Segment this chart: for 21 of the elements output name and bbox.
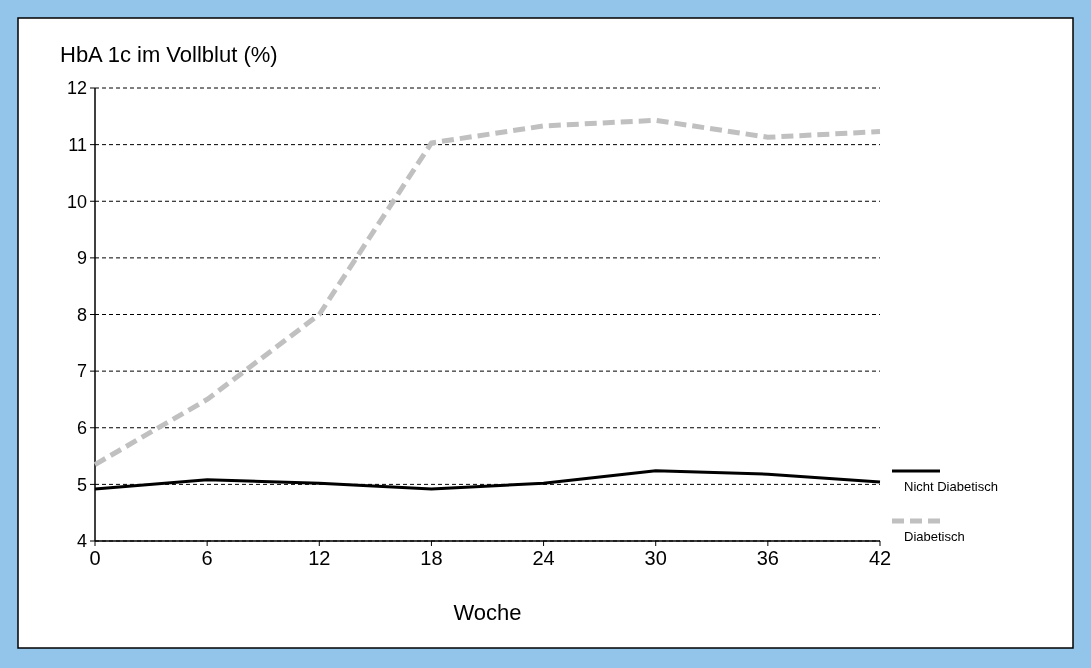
x-tick-label: 42 (868, 547, 892, 569)
y-tick-label: 5 (76, 474, 87, 495)
y-tick-label: 11 (68, 134, 87, 155)
x-tick-label: 36 (756, 547, 779, 569)
y-tick-label: 10 (66, 191, 87, 212)
x-tick-label: 12 (308, 547, 331, 569)
x-tick-label: 24 (532, 547, 555, 569)
y-tick-label: 12 (66, 78, 87, 99)
x-tick-label: 0 (89, 547, 101, 569)
y-tick-label: 9 (76, 248, 87, 269)
x-axis-title: Woche (453, 600, 522, 625)
y-axis-title: HbA 1c im Vollblut (%) (60, 42, 278, 67)
y-tick-label: 6 (76, 418, 87, 439)
x-tick-label: 6 (201, 547, 213, 569)
x-tick-label: 30 (644, 547, 667, 569)
x-tick-label: 18 (420, 547, 443, 569)
y-tick-label: 4 (76, 531, 87, 552)
y-tick-label: 8 (76, 304, 87, 325)
legend-label: Diabetisch (904, 529, 965, 544)
y-tick-label: 7 (76, 361, 87, 382)
legend-label: Nicht Diabetisch (904, 479, 998, 494)
